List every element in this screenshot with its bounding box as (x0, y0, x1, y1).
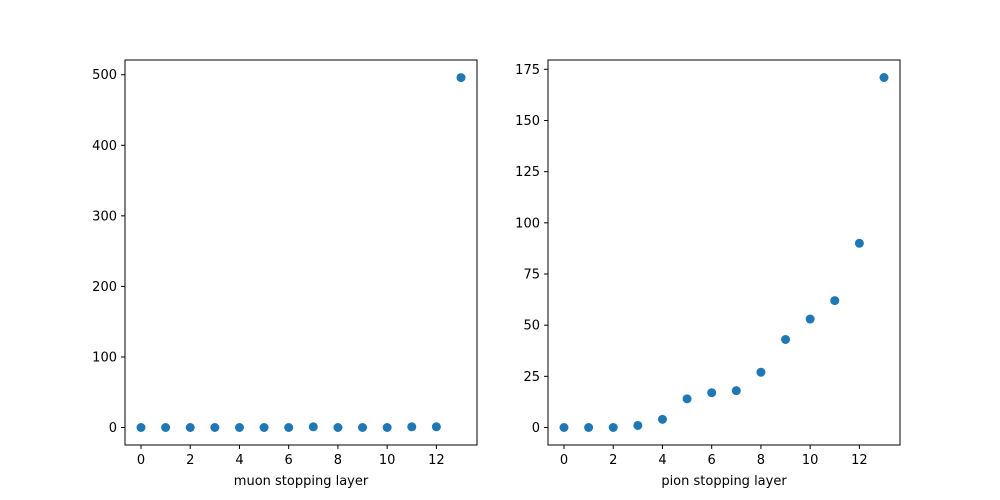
muon-data-point (407, 422, 417, 432)
muon-y-tick-label: 300 (92, 209, 117, 224)
pion-x-tick-label: 10 (802, 453, 819, 468)
pion-x-tick-label: 12 (851, 453, 868, 468)
muon-data-point (259, 423, 269, 433)
muon-y-tick-label: 500 (92, 68, 117, 83)
pion-data-point (756, 367, 766, 377)
muon-axes-frame (124, 59, 478, 446)
pion-x-tick-label: 2 (609, 453, 617, 468)
pion-data-point (731, 386, 741, 396)
muon-x-tick-label: 4 (235, 453, 243, 468)
muon-x-tick-label: 12 (428, 453, 445, 468)
pion-data-point (608, 423, 618, 432)
pion-x-tick-label: 8 (757, 453, 765, 468)
muon-data-point (431, 422, 441, 432)
muon-y-tick-label: 100 (92, 350, 117, 365)
muon-data-point (161, 423, 171, 433)
muon-x-tick-label: 6 (285, 453, 293, 468)
pion-data-point (682, 394, 692, 404)
pion-data-point (805, 314, 815, 324)
muon-data-point (136, 423, 146, 433)
pion-data-point (830, 296, 840, 306)
muon-x-tick-label: 8 (334, 453, 342, 468)
muon-data-point (382, 423, 392, 433)
muon-data-point (308, 422, 318, 432)
pion-y-tick-label: 75 (523, 267, 540, 282)
pion-x-tick-label: 4 (658, 453, 666, 468)
muon-data-point (210, 423, 220, 433)
pion-y-tick-label: 150 (515, 114, 540, 129)
muon-x-axis-label: muon stopping layer (234, 474, 369, 489)
pion-data-point (584, 423, 594, 432)
pion-data-point (657, 414, 667, 424)
pion-x-tick-label: 6 (708, 453, 716, 468)
pion-data-point (707, 388, 717, 398)
muon-x-tick-label: 2 (186, 453, 194, 468)
pion-y-tick-label: 100 (515, 216, 540, 231)
pion-y-tick-label: 175 (515, 63, 540, 78)
muon-x-tick-label: 0 (137, 453, 145, 468)
muon-y-tick-label: 400 (92, 139, 117, 154)
muon-data-point (284, 423, 294, 433)
muon-data-point (456, 73, 466, 83)
pion-y-tick-label: 50 (523, 319, 540, 334)
muon-data-point (333, 423, 343, 433)
muon-x-tick-label: 10 (379, 453, 396, 468)
muon-data-point (234, 423, 244, 433)
muon-y-tick-label: 200 (92, 280, 117, 295)
muon-data-point (358, 423, 368, 433)
pion-data-point (879, 73, 889, 82)
pion-data-point (559, 423, 569, 432)
pion-x-tick-label: 0 (560, 453, 568, 468)
pion-data-point (781, 334, 791, 344)
pion-x-axis-label: pion stopping layer (661, 474, 787, 489)
pion-data-point (854, 238, 864, 248)
pion-y-tick-label: 125 (515, 165, 540, 180)
pion-data-point (633, 420, 643, 430)
pion-panel: 0 2 4 6 8 10 12 0 25 50 75 100 125 150 175 pion stoppin… (515, 59, 901, 489)
muon-y-tick-label: 0 (109, 421, 117, 436)
muon-panel: 0 2 4 6 8 10 12 0 100 200 300 400 500 muon stopping l… (92, 59, 478, 489)
pion-axes-frame (547, 59, 901, 446)
pion-y-tick-label: 0 (532, 421, 540, 436)
muon-data-point (185, 423, 195, 433)
pion-y-tick-label: 25 (523, 370, 540, 385)
